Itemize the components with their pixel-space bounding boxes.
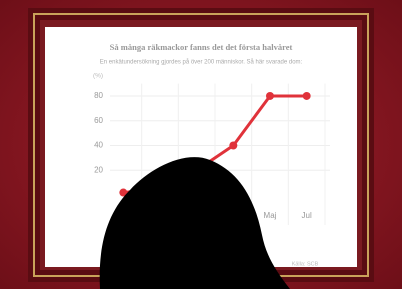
y-tick-label: 60 xyxy=(94,116,103,125)
point xyxy=(303,92,311,100)
scene: Så många räkmackor fanns det det första … xyxy=(0,0,402,289)
y-tick-label: 20 xyxy=(94,165,103,174)
chart-subtitle: En enkätundersökning gjordes på över 200… xyxy=(100,59,303,66)
y-tick-label: 40 xyxy=(94,141,103,150)
source: Källa: SCB xyxy=(292,261,319,267)
point xyxy=(266,92,274,100)
x-tick-label: Maj xyxy=(264,211,277,220)
y-axis-label: (%) xyxy=(93,73,103,80)
y-tick-label: 80 xyxy=(94,91,103,100)
x-tick-label: Jul xyxy=(302,211,312,220)
point xyxy=(229,141,237,149)
chart-title: Så många räkmackor fanns det det första … xyxy=(110,42,293,52)
